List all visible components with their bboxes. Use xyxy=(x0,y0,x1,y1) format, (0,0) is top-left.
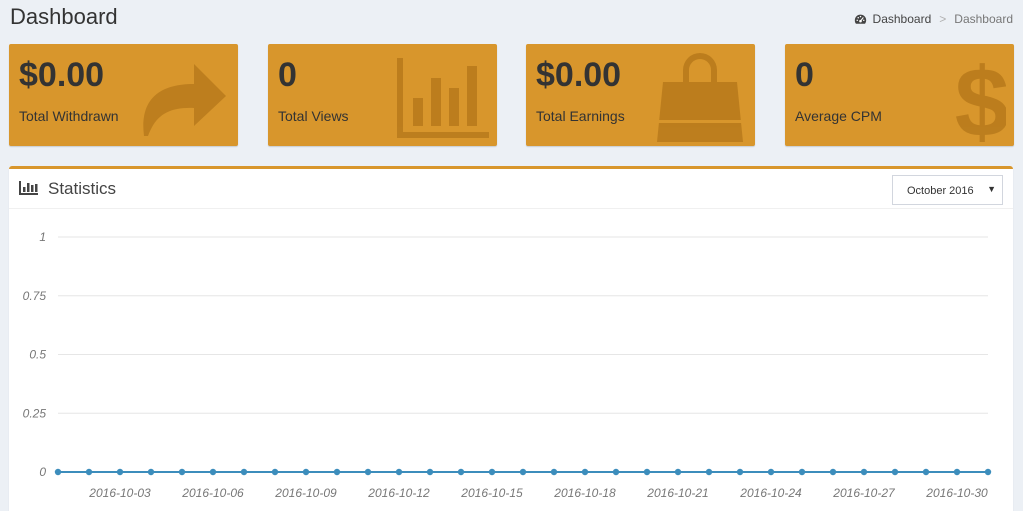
caret-down-icon: ▼ xyxy=(987,184,996,194)
data-point xyxy=(395,468,403,476)
x-tick-label: 2016-10-24 xyxy=(739,486,802,500)
bar-chart-icon xyxy=(397,58,489,138)
data-point xyxy=(333,468,341,476)
data-point xyxy=(147,468,155,476)
bar-chart-icon xyxy=(19,181,38,195)
x-tick-label: 2016-10-15 xyxy=(460,486,523,500)
data-point xyxy=(457,468,465,476)
x-tick-label: 2016-10-12 xyxy=(367,486,430,500)
month-select-value: October 2016 xyxy=(907,185,974,197)
x-tick-label: 2016-10-06 xyxy=(181,486,244,500)
data-point xyxy=(271,468,279,476)
statistics-header: Statistics October 2016 ▼ xyxy=(9,169,1013,209)
breadcrumb-home-link[interactable]: Dashboard xyxy=(854,12,932,26)
info-boxes: $0.00 Total Withdrawn 0 Total Views $0.0… xyxy=(9,44,1014,146)
info-box-total-withdrawn[interactable]: $0.00 Total Withdrawn xyxy=(9,44,238,146)
statistics-title: Statistics xyxy=(48,179,117,198)
total-earnings-label: Total Earnings xyxy=(536,108,625,124)
data-point xyxy=(736,468,744,476)
x-tick-label: 2016-10-03 xyxy=(88,486,151,500)
data-point xyxy=(674,468,682,476)
info-box-average-cpm[interactable]: 0 Average CPM $ xyxy=(785,44,1014,146)
data-point xyxy=(364,468,372,476)
x-tick-label: 2016-10-09 xyxy=(274,486,337,500)
data-point xyxy=(519,468,527,476)
statistics-chart: 1 0.75 0.5 0.25 0 2016-10-03 2016-10-06 2016-10… xyxy=(23,230,992,500)
data-point xyxy=(488,468,496,476)
statistics-panel: Statistics October 2016 ▼ 1 0.75 0.5 0.25 0 2… xyxy=(9,166,1013,511)
average-cpm-label: Average CPM xyxy=(795,108,882,124)
total-earnings-value: $0.00 xyxy=(536,56,622,94)
x-tick-label: 2016-10-27 xyxy=(832,486,896,500)
data-point xyxy=(426,468,434,476)
page-title: Dashboard xyxy=(10,4,118,29)
x-tick-label: 2016-10-21 xyxy=(646,486,708,500)
shopping-bag-icon xyxy=(657,53,743,142)
data-point xyxy=(798,468,806,476)
breadcrumb-current: Dashboard xyxy=(954,12,1013,26)
total-views-label: Total Views xyxy=(278,108,349,124)
svg-text:$: $ xyxy=(955,52,1006,142)
breadcrumb-home-label: Dashboard xyxy=(872,12,932,26)
data-point xyxy=(891,468,899,476)
y-tick-label: 0.5 xyxy=(29,348,46,362)
data-point xyxy=(612,468,620,476)
y-tick-label: 0.75 xyxy=(23,289,47,303)
info-box-total-views[interactable]: 0 Total Views xyxy=(268,44,497,146)
data-point xyxy=(953,468,961,476)
data-point xyxy=(302,468,310,476)
share-arrow-icon xyxy=(143,64,226,136)
data-point xyxy=(767,468,775,476)
data-point xyxy=(643,468,651,476)
data-point xyxy=(550,468,558,476)
data-point xyxy=(178,468,186,476)
total-views-value: 0 xyxy=(278,56,297,94)
y-tick-label: 0.25 xyxy=(23,406,47,420)
data-point xyxy=(116,468,124,476)
info-box-total-earnings[interactable]: $0.00 Total Earnings xyxy=(526,44,755,146)
data-point xyxy=(984,468,992,476)
x-tick-label: 2016-10-18 xyxy=(553,486,616,500)
month-select[interactable]: October 2016 ▼ xyxy=(892,175,1003,205)
data-point xyxy=(829,468,837,476)
average-cpm-value: 0 xyxy=(795,56,814,94)
total-withdrawn-label: Total Withdrawn xyxy=(19,108,119,124)
data-point xyxy=(922,468,930,476)
y-tick-label: 0 xyxy=(39,465,46,479)
dashboard-icon xyxy=(854,14,866,24)
data-point xyxy=(240,468,248,476)
data-point xyxy=(209,468,217,476)
data-point xyxy=(860,468,868,476)
breadcrumb-separator: > xyxy=(939,12,947,26)
y-tick-label: 1 xyxy=(39,230,46,244)
breadcrumb: Dashboard > Dashboard xyxy=(854,12,1013,26)
data-point xyxy=(54,468,62,476)
data-point xyxy=(705,468,713,476)
total-withdrawn-value: $0.00 xyxy=(19,56,105,94)
data-point xyxy=(581,468,589,476)
dollar-icon: $ xyxy=(955,52,1006,142)
data-point xyxy=(85,468,93,476)
x-tick-label: 2016-10-30 xyxy=(925,486,988,500)
